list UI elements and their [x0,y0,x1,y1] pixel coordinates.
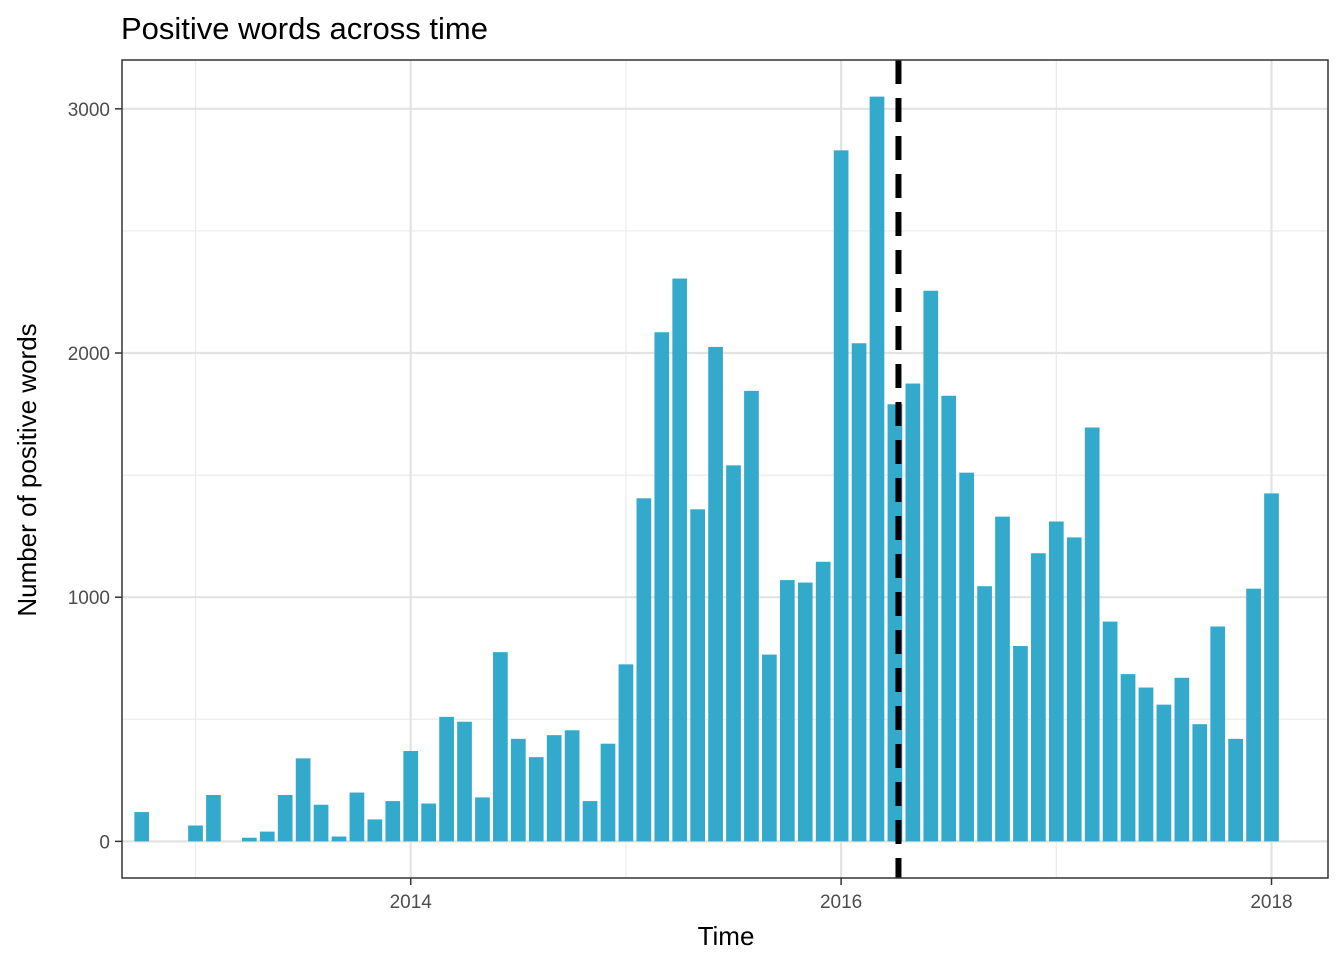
bar [188,825,203,842]
bar [349,792,365,842]
bar [277,794,293,842]
bar [385,801,401,842]
bar [1264,493,1279,842]
bar [259,831,275,842]
y-tick-label: 3000 [68,100,110,121]
bar [241,837,257,842]
bar [1138,687,1154,842]
bar [1013,646,1028,842]
bar [582,801,598,842]
bar [510,738,526,842]
x-tick-label: 2016 [820,892,862,913]
bars [134,96,1279,842]
bar [654,332,670,842]
plot-border [121,59,1329,879]
bar [1031,553,1046,842]
bar [923,290,939,842]
y-tick-labels: 0 1000 2000 3000 [68,100,110,854]
bar [690,509,706,842]
y-tick-label: 2000 [68,344,110,365]
bar [1246,588,1261,842]
bar [833,150,849,842]
bar [1210,626,1226,842]
axis-ticks [115,108,1273,885]
bar [206,794,221,842]
y-tick-label: 1000 [68,588,110,609]
bar [1156,704,1172,842]
bar [1066,537,1082,842]
bar [779,580,795,842]
bar [941,395,957,842]
bar [457,721,472,842]
x-tick-label: 2018 [1250,892,1292,913]
chart-title: Positive words across time [121,11,488,46]
bar [1048,521,1064,842]
bar [618,664,634,842]
y-axis-title: Number of positive words [12,323,42,616]
bar [797,582,813,842]
bar [134,812,150,842]
bar [672,278,688,842]
bar [313,804,329,842]
bar [869,96,885,842]
bar [726,465,741,842]
bar [887,404,903,842]
bar [600,743,616,842]
bar [295,758,311,842]
bar [1192,724,1208,842]
bar [367,819,383,842]
bar [1228,738,1243,842]
bar [439,716,454,842]
bar [977,586,992,842]
bar [475,797,490,842]
bar [1102,621,1118,842]
bar [1120,674,1136,842]
bar [762,654,777,842]
bar [1174,677,1190,842]
bar [995,516,1010,842]
bar [851,343,867,842]
x-tick-labels: 2014 2016 2018 [390,892,1293,913]
bar [493,652,508,842]
bar [421,803,437,842]
bar [403,751,419,842]
bar [564,730,580,842]
bar [744,390,759,842]
bar [331,836,347,842]
x-axis-title: Time [698,921,755,951]
bar [528,757,544,842]
bar [636,498,652,842]
x-tick-label: 2014 [390,892,433,913]
bar [1084,427,1100,842]
bar [959,472,975,842]
bar [546,735,562,842]
bar [905,383,921,842]
bar [708,346,723,842]
y-tick-label: 0 [99,832,110,853]
bar [815,561,831,842]
